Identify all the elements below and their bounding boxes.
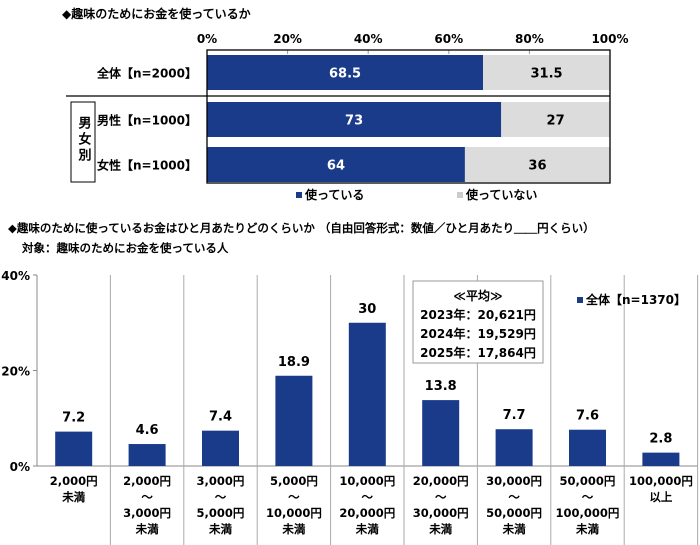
x-tick-label: ～	[362, 490, 374, 504]
data-label: 30	[358, 302, 376, 317]
x-tick-label: 0%	[197, 32, 217, 46]
x-tick-label: 100,000円	[629, 474, 693, 488]
x-tick-label: 10,000円	[339, 474, 395, 488]
x-tick-label: 30,000円	[486, 474, 542, 488]
chart2-subtitle: 対象：趣味のためにお金を使っている人	[21, 241, 229, 255]
x-tick-label: 60%	[434, 32, 463, 46]
x-tick-label: 20%	[273, 32, 302, 46]
average-box	[412, 280, 544, 364]
bar	[202, 430, 239, 466]
data-label: 31.5	[530, 67, 562, 82]
x-tick-label: ～	[508, 490, 520, 504]
bar-not-using	[483, 55, 610, 90]
x-tick-label: 未満	[428, 522, 452, 536]
legend-marker-not-using	[457, 192, 463, 198]
data-label: 7.2	[62, 411, 85, 426]
x-tick-label: 3,000円	[197, 474, 245, 488]
x-tick-label: 2,000円	[123, 474, 171, 488]
x-tick-label: 10,000円	[266, 506, 322, 520]
y-tick-label: 20%	[1, 365, 30, 379]
x-tick-label: 未満	[61, 490, 85, 504]
average-text: 2024年：19,529円	[420, 326, 536, 341]
data-label: 36	[528, 159, 546, 174]
average-text: 2023年：20,621円	[420, 307, 536, 322]
x-tick-label: 未満	[502, 522, 526, 536]
average-text: ≪平均≫	[453, 288, 502, 303]
bar	[495, 429, 533, 466]
bar	[422, 400, 460, 466]
category-label: 女性【n=1000】	[97, 158, 197, 173]
data-label: 7.4	[209, 410, 232, 425]
x-tick-label: ～	[215, 490, 227, 504]
bar	[642, 452, 680, 466]
x-tick-label: 5,000円	[270, 474, 318, 488]
group-box	[70, 101, 96, 183]
data-label: 73	[345, 114, 363, 129]
data-label: 68.5	[329, 67, 361, 82]
bar-not-using	[501, 102, 610, 137]
bar-using	[207, 102, 502, 137]
chart1-title: ◆趣味のためにお金を使っているか	[62, 6, 251, 21]
legend-label: 使っていない	[465, 187, 537, 202]
y-tick-label: 40%	[1, 269, 30, 283]
bar-using	[207, 147, 465, 182]
x-tick-label: 40%	[354, 32, 383, 46]
category-label: 全体【n=2000】	[96, 66, 197, 81]
y-tick-label: 0%	[10, 460, 30, 474]
x-tick-label: 100%	[591, 32, 628, 46]
legend-label: 使っている	[304, 187, 364, 202]
legend-label: 全体【n=1370】	[585, 292, 686, 307]
x-tick-label: ～	[288, 490, 300, 504]
data-label: 4.6	[136, 423, 159, 438]
data-label: 13.8	[425, 379, 457, 394]
x-tick-label: 3,000円	[123, 506, 171, 520]
data-label: 2.8	[649, 432, 672, 447]
x-tick-label: 未満	[208, 522, 232, 536]
x-tick-label: 未満	[355, 522, 379, 536]
data-label: 18.9	[278, 355, 310, 370]
data-label: 64	[327, 159, 345, 174]
x-tick-label: 以上	[649, 490, 672, 504]
bar	[55, 431, 93, 466]
category-label: 男性【n=1000】	[97, 113, 197, 128]
legend-marker-using	[296, 192, 302, 198]
data-label: 27	[547, 114, 565, 129]
average-text: 2025年：17,864円	[420, 345, 536, 360]
x-tick-label: 20,000円	[339, 506, 395, 520]
x-tick-label: 50,000円	[486, 506, 542, 520]
x-tick-label: 未満	[135, 522, 159, 536]
x-tick-label: 50,000円	[560, 474, 616, 488]
plot-frame	[206, 49, 611, 184]
x-tick-label: 2,000円	[50, 474, 98, 488]
bar-using	[207, 55, 484, 90]
data-label: 7.7	[503, 408, 526, 423]
chart2-title: ◆趣味のために使っているお金はひと月あたりどのくらいか （自由回答形式：数値／ひ…	[8, 221, 595, 235]
x-tick-label: ～	[141, 490, 153, 504]
x-tick-label: ～	[582, 490, 594, 504]
x-tick-label: ～	[435, 490, 447, 504]
x-tick-label: 20,000円	[413, 474, 469, 488]
legend-marker	[577, 297, 583, 303]
x-tick-label: 80%	[515, 32, 544, 46]
bar	[348, 322, 386, 466]
x-tick-label: 5,000円	[197, 506, 245, 520]
x-tick-label: 30,000円	[413, 506, 469, 520]
x-tick-label: 未満	[281, 522, 305, 536]
bar	[569, 429, 606, 466]
x-tick-label: 100,000円	[556, 506, 620, 520]
x-tick-label: 未満	[575, 522, 599, 536]
data-label: 7.6	[576, 409, 599, 424]
bar	[275, 375, 313, 466]
bar-not-using	[464, 147, 610, 182]
bar	[128, 444, 166, 466]
group-label: 男女別	[76, 116, 93, 164]
